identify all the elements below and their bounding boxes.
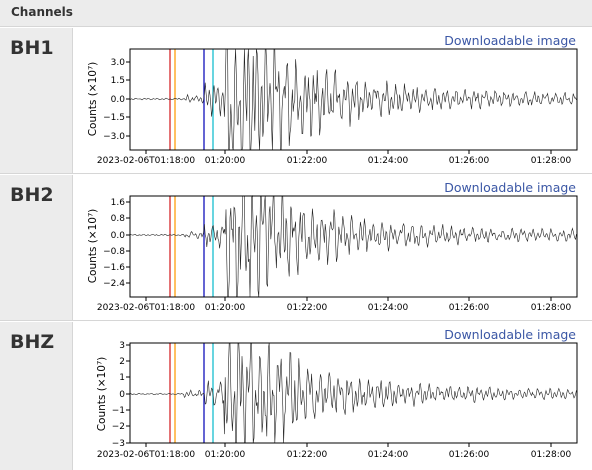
y-tick-label: 0.0: [111, 95, 126, 105]
x-tick-label: 01:24:00: [368, 303, 409, 313]
x-tick-label: 01:28:00: [531, 156, 572, 166]
plot-frame: [129, 195, 578, 298]
x-tick-labels: 2023-02-06T01:18:00 01:20:00 01:22:00 01…: [97, 303, 572, 313]
channel-row-bh1: BH1 Downloadable image Counts (×10⁷) 3.0…: [0, 28, 592, 174]
x-tick-label: 01:22:00: [287, 450, 328, 460]
channel-plot-area: Downloadable image Counts (×10⁷) 1.6 0.8…: [74, 175, 592, 320]
downloadable-image-link[interactable]: Downloadable image: [444, 33, 576, 48]
y-tick-label: 1.5: [111, 76, 125, 86]
y-tick-label: 0.0: [111, 231, 126, 241]
x-tick-label: 01:20:00: [205, 450, 246, 460]
x-tick-label: 01:20:00: [205, 303, 246, 313]
channels-panel-title: Channels: [0, 0, 592, 27]
x-tick-label: 01:28:00: [531, 450, 572, 460]
channel-label: BH1: [0, 28, 73, 173]
channel-label: BHZ: [0, 322, 73, 470]
x-tick-label: 2023-02-06T01:18:00: [97, 303, 195, 313]
x-tick-label: 01:26:00: [449, 450, 490, 460]
y-tick-labels: 1.6 0.8 0.0 −0.8 −1.6 −2.4: [103, 198, 125, 289]
y-tick-labels: 3 2 1 0 −1 −2 −3: [112, 341, 126, 449]
x-tick-labels: 2023-02-06T01:18:00 01:20:00 01:22:00 01…: [97, 450, 572, 460]
channel-label: BH2: [0, 175, 73, 320]
seismogram-plot: Counts (×10⁷) 1.6 0.8 0.0 −0.8 −1.6 −2.4…: [87, 195, 578, 313]
y-tick-label: −1.5: [103, 113, 125, 123]
x-tick-labels: 2023-02-06T01:18:00 01:20:00 01:22:00 01…: [97, 156, 572, 166]
waveform-trace: [129, 48, 577, 151]
y-tick-label: −1.6: [103, 263, 125, 273]
y-tick-label: 3: [119, 341, 125, 351]
y-tick-label: −3.0: [103, 132, 125, 142]
channel-plot-area: Downloadable image Counts (×10⁷) 3.0 1.5…: [74, 28, 592, 173]
y-tick-marks: [126, 201, 130, 284]
plot-frame: [129, 48, 578, 151]
waveform-trace: [129, 342, 577, 444]
y-tick-marks: [126, 61, 130, 137]
x-tick-label: 01:26:00: [449, 303, 490, 313]
x-tick-marks: [145, 297, 552, 301]
x-tick-label: 01:20:00: [205, 156, 246, 166]
y-tick-label: −0.8: [103, 247, 125, 257]
downloadable-image-link[interactable]: Downloadable image: [444, 180, 576, 195]
y-tick-label: −3: [112, 439, 125, 449]
y-tick-label: −2: [112, 422, 125, 432]
y-tick-label: −1: [112, 406, 125, 416]
x-tick-label: 2023-02-06T01:18:00: [97, 156, 195, 166]
y-tick-label: 0: [119, 390, 125, 400]
y-tick-label: 3.0: [111, 58, 126, 68]
plot-frame: [129, 342, 578, 444]
x-tick-label: 01:22:00: [287, 303, 328, 313]
x-tick-label: 01:22:00: [287, 156, 328, 166]
seismogram-plot: Counts (×10⁷) 3.0 1.5 0.0 −1.5 −3.0 2023…: [87, 48, 578, 166]
seismogram-plot: Counts (×10⁷) 3 2 1 0 −1 −2 −3 2023-02-0…: [96, 341, 578, 460]
x-tick-label: 01:24:00: [368, 156, 409, 166]
y-tick-labels: 3.0 1.5 0.0 −1.5 −3.0: [103, 58, 125, 142]
channel-row-bhz: BHZ Downloadable image Counts (×10⁷) 3 2…: [0, 322, 592, 470]
y-tick-label: 2: [119, 357, 125, 367]
y-tick-label: 1.6: [111, 198, 126, 208]
channel-plot-area: Downloadable image Counts (×10⁷) 3 2 1 0…: [74, 322, 592, 470]
downloadable-image-link[interactable]: Downloadable image: [444, 327, 576, 342]
y-axis-label: Counts (×10⁷): [87, 62, 99, 137]
x-tick-marks: [145, 150, 552, 154]
y-axis-label: Counts (×10⁷): [96, 357, 108, 432]
x-tick-label: 01:24:00: [368, 450, 409, 460]
phase-marker-lines: [169, 196, 214, 297]
x-tick-marks: [145, 443, 552, 447]
x-tick-label: 2023-02-06T01:18:00: [97, 450, 195, 460]
channel-row-bh2: BH2 Downloadable image Counts (×10⁷) 1.6…: [0, 175, 592, 321]
y-tick-label: −2.4: [103, 279, 125, 289]
y-tick-label: 0.8: [111, 214, 126, 224]
y-axis-label: Counts (×10⁷): [87, 209, 99, 284]
y-tick-label: 1: [119, 373, 125, 383]
x-tick-label: 01:28:00: [531, 303, 572, 313]
y-tick-marks: [126, 344, 130, 444]
waveform-trace: [129, 195, 577, 298]
x-tick-label: 01:26:00: [449, 156, 490, 166]
